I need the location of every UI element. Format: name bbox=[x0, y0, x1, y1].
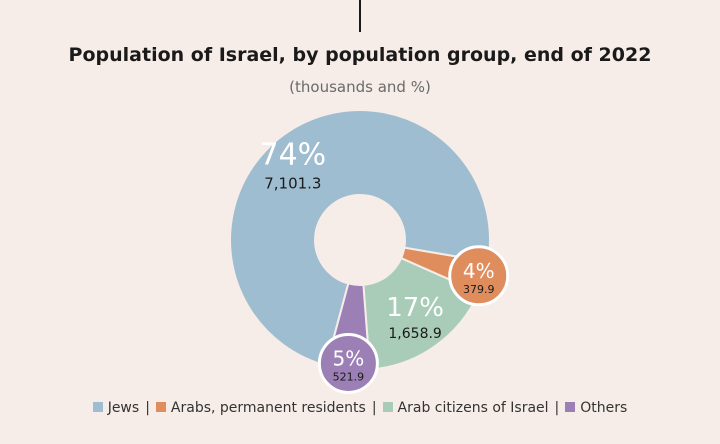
top-divider-line bbox=[359, 0, 361, 32]
chart-title: Population of Israel, by population grou… bbox=[68, 44, 652, 66]
percent-label-jews: 74% bbox=[260, 137, 327, 172]
legend-separator: | bbox=[145, 400, 150, 416]
legend-swatch-jews bbox=[92, 402, 103, 412]
value-label-arab-citizens-of-israel: 1,658.9 bbox=[388, 326, 441, 342]
legend-swatch-arabs-permanent-residents bbox=[155, 402, 166, 412]
legend-separator: | bbox=[371, 400, 377, 416]
legend-item-jews: Jews bbox=[92, 400, 140, 416]
value-label-others: 521.9 bbox=[333, 370, 365, 383]
legend-item-arabs-permanent-residents: Arabs, permanent residents bbox=[155, 400, 366, 416]
slice-jews bbox=[229, 109, 491, 367]
legend-label-arabs-permanent-residents: Arabs, permanent residents bbox=[170, 400, 366, 416]
legend-label-jews: Jews bbox=[107, 400, 140, 416]
legend-swatch-arab-citizens bbox=[382, 402, 393, 412]
legend-separator: | bbox=[554, 400, 560, 416]
percent-label-arabs-permanent-residents: 4% bbox=[463, 259, 495, 283]
chart-legend: Jews | Arabs, permanent residents | Arab cit… bbox=[0, 400, 720, 416]
legend-item-arab-citizens: Arab citizens of Israel bbox=[382, 400, 549, 416]
value-label-arabs-permanent-residents: 379.9 bbox=[463, 283, 495, 296]
legend-label-others: Others bbox=[580, 400, 628, 416]
chart-subtitle: (thousands and %) bbox=[289, 78, 431, 96]
percent-label-others: 5% bbox=[333, 346, 365, 370]
value-label-jews: 7,101.3 bbox=[264, 174, 321, 192]
legend-swatch-others bbox=[565, 402, 576, 412]
legend-item-others: Others bbox=[565, 400, 627, 416]
percent-label-arab-citizens-of-israel: 17% bbox=[386, 293, 444, 323]
donut-chart: 4%379.9 17% 1,658.9 5%521.9 74% 7,101.3 bbox=[229, 109, 510, 394]
legend-label-arab-citizens: Arab citizens of Israel bbox=[397, 400, 549, 416]
bubble-arabs-permanent-residents bbox=[448, 245, 510, 307]
bubble-others bbox=[317, 332, 379, 394]
